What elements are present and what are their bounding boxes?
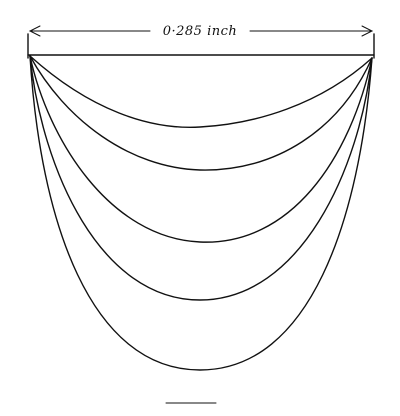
deflection-curve (29, 55, 373, 128)
dimension-label: 0·285 inch (163, 24, 238, 39)
dimension-indicator: 0·285 inch (28, 24, 374, 39)
deflection-curve (29, 55, 373, 171)
deflection-curve (29, 55, 373, 371)
arrowhead-left-icon (28, 25, 41, 37)
arrowhead-right-icon (361, 25, 374, 37)
deflection-curves (29, 55, 373, 371)
deflection-curve (29, 55, 373, 243)
deflection-curve (29, 55, 373, 301)
